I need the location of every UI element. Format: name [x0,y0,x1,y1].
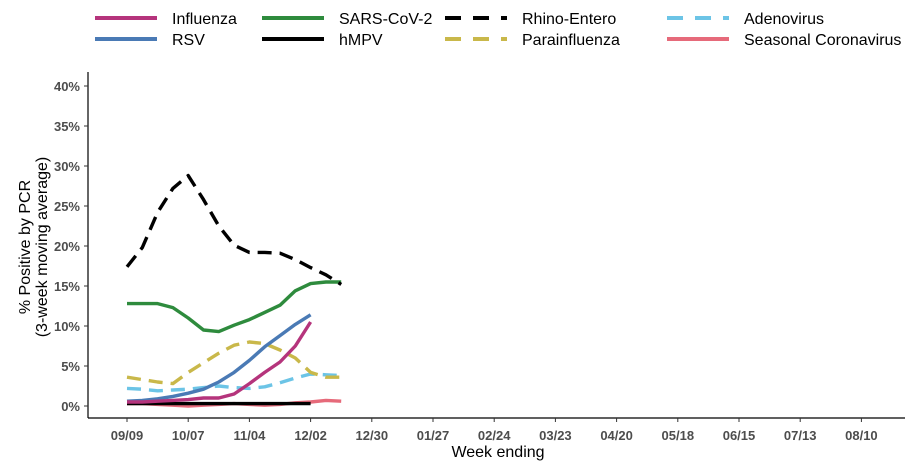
legend-label-rsv: RSV [172,32,205,49]
x-tick-label: 01/27 [417,428,450,443]
series-line-parainfluenza [126,340,342,386]
series-line-influenza [127,321,313,404]
x-tick-label: 10/07 [172,428,205,443]
x-tick-label: 12/02 [294,428,327,443]
y-tick-label: 15% [54,279,80,294]
x-tick-label: 05/18 [662,428,695,443]
x-tick-label: 08/10 [845,428,878,443]
x-tick-label: 09/09 [111,428,144,443]
x-tick-label: 03/23 [539,428,572,443]
y-tick-label: 30% [54,159,80,174]
y-tick-label: 10% [54,319,80,334]
legend-label-seasonal-coronavirus: Seasonal Coronavirus [744,32,901,49]
legend-label-influenza: Influenza [172,11,237,28]
legend-label-parainfluenza: Parainfluenza [522,32,620,49]
plot-area [125,173,343,408]
y-tick-label: 35% [54,119,80,134]
legend-label-hmpv: hMPV [339,32,383,49]
x-tick-label: 04/20 [600,428,633,443]
y-tick-label: 40% [54,79,80,94]
x-tick-label: 02/24 [478,428,511,443]
y-axis-title-line1: % Positive by PCR [17,180,34,314]
x-tick-label: 12/30 [356,428,389,443]
y-axis: 0% 5% 10% 15% 20% 25% 30% 35% 40% [54,72,89,418]
legend: Influenza RSV SARS-CoV-2 hMPV Rhino-Entero Pa… [95,11,901,49]
y-tick-label: 25% [54,199,80,214]
y-axis-title-line2: (3-week moving average) [34,157,51,338]
x-tick-label: 11/04 [233,428,266,443]
legend-label-sars-cov-2: SARS-CoV-2 [339,11,432,28]
x-tick-label: 07/13 [784,428,817,443]
series-line-rsv [126,313,312,403]
series-line-rhino-entero [125,173,343,286]
legend-label-adenovirus: Adenovirus [744,11,824,28]
x-tick-label: 06/15 [723,428,756,443]
y-tick-label: 5% [61,359,80,374]
legend-label-rhino-entero: Rhino-Entero [522,11,616,28]
y-tick-label: 0% [61,399,80,414]
y-tick-label: 20% [54,239,80,254]
x-axis-title: Week ending [451,444,544,461]
series-line-adenovirus [126,372,342,393]
x-axis: 09/09 10/07 11/04 12/02 12/30 01/27 02/24 03/23… [88,417,905,443]
series-line-sars-cov-2 [127,280,342,334]
